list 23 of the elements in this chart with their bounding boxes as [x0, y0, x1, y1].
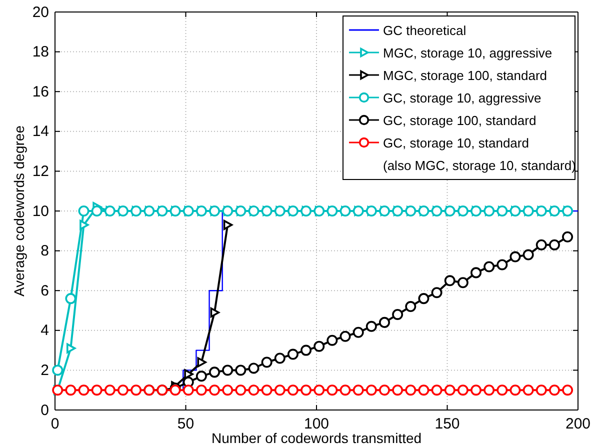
- legend-label: MGC, storage 100, standard: [383, 68, 548, 83]
- legend-label: GC theoretical: [383, 23, 466, 38]
- legend-label: MGC, storage 10, aggressive: [383, 46, 552, 60]
- y-tick-label: 8: [40, 242, 49, 260]
- x-tick-label: 200: [565, 416, 591, 433]
- y-tick-label: 2: [40, 362, 49, 379]
- y-axis-title: Average codewords degree: [11, 125, 27, 296]
- legend-label: GC, storage 10, standard (also MGC, storage 10, standard): [383, 136, 576, 173]
- legend-label: GC, storage 100, standard: [383, 113, 536, 128]
- y-tick-label: 12: [32, 163, 49, 180]
- y-tick-label: 18: [32, 44, 49, 61]
- y-tick-label: 4: [40, 322, 49, 340]
- y-tick-label: 0: [40, 402, 49, 419]
- x-tick-label: 150: [434, 416, 460, 433]
- x-axis-title: Number of codewords transmitted: [211, 430, 422, 446]
- legend-label: GC, storage 10, aggressive: [383, 90, 542, 106]
- y-tick-label: 20: [32, 4, 49, 21]
- y-tick-label: 14: [32, 123, 49, 140]
- x-tick-label: 100: [304, 416, 330, 433]
- y-tick-label: 16: [32, 83, 49, 100]
- x-tick-label: 50: [177, 416, 194, 433]
- y-tick-label: 6: [40, 282, 49, 300]
- y-tick-label: 10: [32, 202, 49, 220]
